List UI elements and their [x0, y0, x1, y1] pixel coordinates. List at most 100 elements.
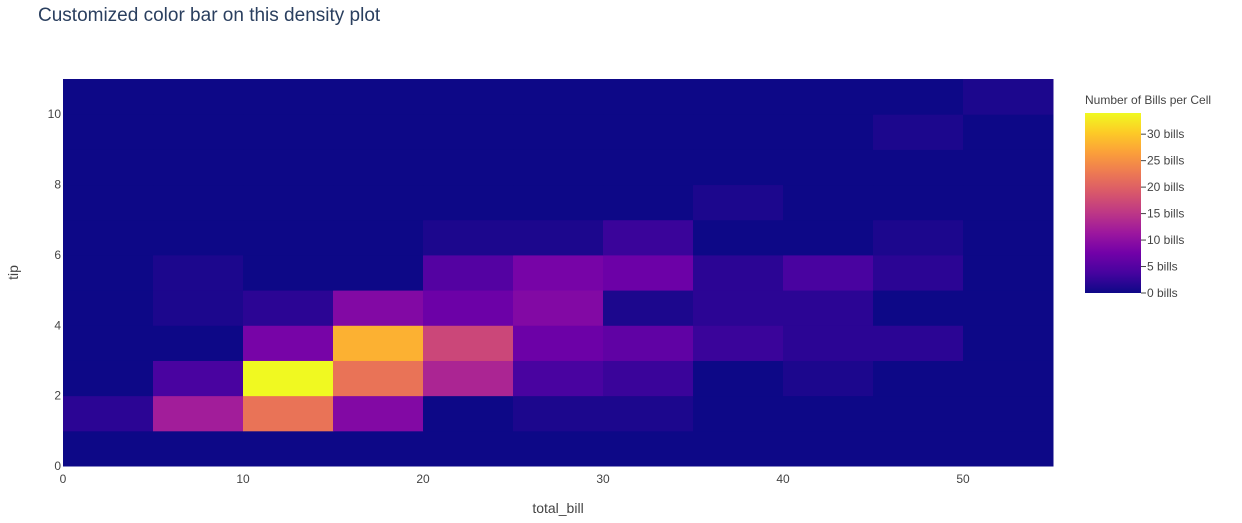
heatmap-cell[interactable] [423, 184, 514, 221]
heatmap-cell[interactable] [333, 219, 424, 256]
heatmap-cell[interactable] [333, 325, 424, 361]
heatmap-cell[interactable] [63, 149, 154, 186]
heatmap-cell[interactable] [333, 395, 424, 432]
heatmap-cell[interactable] [603, 360, 694, 397]
heatmap-cell[interactable] [513, 114, 604, 150]
heatmap-cell[interactable] [783, 149, 874, 186]
heatmap-cell[interactable] [153, 430, 244, 467]
heatmap-cell[interactable] [423, 395, 514, 432]
heatmap-cell[interactable] [963, 219, 1054, 256]
heatmap-cell[interactable] [693, 184, 784, 221]
heatmap-cell[interactable] [963, 114, 1054, 150]
heatmap-cell[interactable] [963, 149, 1054, 186]
heatmap-cell[interactable] [873, 395, 964, 432]
heatmap-cell[interactable] [873, 219, 964, 256]
heatmap-cell[interactable] [513, 184, 604, 221]
heatmap-cell[interactable] [63, 114, 154, 150]
heatmap-cell[interactable] [603, 290, 694, 326]
heatmap-cell[interactable] [873, 254, 964, 291]
heatmap-cell[interactable] [963, 79, 1054, 115]
heatmap-cell[interactable] [783, 184, 874, 221]
heatmap-cell[interactable] [423, 360, 514, 397]
heatmap-cell[interactable] [513, 395, 604, 432]
heatmap-cell[interactable] [333, 79, 424, 115]
heatmap-cell[interactable] [963, 325, 1054, 361]
heatmap-cell[interactable] [333, 430, 424, 467]
heatmap-cell[interactable] [153, 79, 244, 115]
heatmap-cell[interactable] [333, 254, 424, 291]
heatmap-cell[interactable] [63, 254, 154, 291]
heatmap-cell[interactable] [693, 254, 784, 291]
heatmap-cell[interactable] [63, 219, 154, 256]
heatmap-cell[interactable] [603, 79, 694, 115]
heatmap-cell[interactable] [513, 290, 604, 326]
heatmap-cell[interactable] [333, 290, 424, 326]
heatmap-cell[interactable] [63, 360, 154, 397]
heatmap-cell[interactable] [333, 184, 424, 221]
heatmap-cell[interactable] [603, 395, 694, 432]
heatmap-cell[interactable] [63, 325, 154, 361]
heatmap-cell[interactable] [873, 360, 964, 397]
heatmap-cell[interactable] [783, 290, 874, 326]
heatmap-cell[interactable] [783, 254, 874, 291]
heatmap-cell[interactable] [513, 219, 604, 256]
heatmap-cell[interactable] [603, 430, 694, 467]
heatmap-cell[interactable] [783, 79, 874, 115]
heatmap-cell[interactable] [873, 290, 964, 326]
heatmap-cell[interactable] [513, 149, 604, 186]
heatmap-cells[interactable] [63, 79, 1054, 467]
heatmap-cell[interactable] [153, 149, 244, 186]
heatmap-cell[interactable] [783, 395, 874, 432]
heatmap-cell[interactable] [243, 430, 334, 467]
heatmap-cell[interactable] [693, 79, 784, 115]
heatmap-cell[interactable] [513, 360, 604, 397]
heatmap-cell[interactable] [63, 79, 154, 115]
heatmap-cell[interactable] [243, 184, 334, 221]
heatmap-cell[interactable] [423, 149, 514, 186]
heatmap-cell[interactable] [693, 395, 784, 432]
heatmap-cell[interactable] [783, 325, 874, 361]
heatmap-cell[interactable] [693, 149, 784, 186]
heatmap-cell[interactable] [603, 114, 694, 150]
heatmap-cell[interactable] [243, 79, 334, 115]
heatmap-cell[interactable] [423, 114, 514, 150]
heatmap-cell[interactable] [513, 254, 604, 291]
heatmap-cell[interactable] [783, 430, 874, 467]
heatmap-cell[interactable] [693, 430, 784, 467]
heatmap-cell[interactable] [603, 219, 694, 256]
heatmap-cell[interactable] [243, 219, 334, 256]
heatmap-cell[interactable] [153, 254, 244, 291]
heatmap-cell[interactable] [873, 430, 964, 467]
heatmap-cell[interactable] [63, 290, 154, 326]
heatmap-cell[interactable] [153, 290, 244, 326]
heatmap-cell[interactable] [873, 325, 964, 361]
heatmap-cell[interactable] [603, 149, 694, 186]
heatmap-cell[interactable] [693, 114, 784, 150]
heatmap-cell[interactable] [423, 325, 514, 361]
heatmap-cell[interactable] [513, 430, 604, 467]
heatmap-cell[interactable] [873, 79, 964, 115]
heatmap-cell[interactable] [693, 290, 784, 326]
heatmap-cell[interactable] [423, 430, 514, 467]
heatmap-cell[interactable] [423, 254, 514, 291]
heatmap-cell[interactable] [873, 149, 964, 186]
heatmap-cell[interactable] [63, 184, 154, 221]
heatmap-cell[interactable] [243, 360, 334, 397]
heatmap-cell[interactable] [963, 395, 1054, 432]
heatmap-cell[interactable] [153, 114, 244, 150]
heatmap-cell[interactable] [153, 360, 244, 397]
heatmap-cell[interactable] [63, 430, 154, 467]
heatmap-cell[interactable] [243, 254, 334, 291]
heatmap-cell[interactable] [963, 290, 1054, 326]
heatmap-cell[interactable] [153, 325, 244, 361]
heatmap-cell[interactable] [783, 114, 874, 150]
heatmap-cell[interactable] [513, 79, 604, 115]
heatmap-cell[interactable] [333, 149, 424, 186]
heatmap-cell[interactable] [963, 184, 1054, 221]
heatmap-cell[interactable] [603, 254, 694, 291]
heatmap-cell[interactable] [423, 290, 514, 326]
heatmap-cell[interactable] [963, 430, 1054, 467]
heatmap-cell[interactable] [243, 114, 334, 150]
heatmap-cell[interactable] [243, 290, 334, 326]
heatmap-cell[interactable] [963, 360, 1054, 397]
